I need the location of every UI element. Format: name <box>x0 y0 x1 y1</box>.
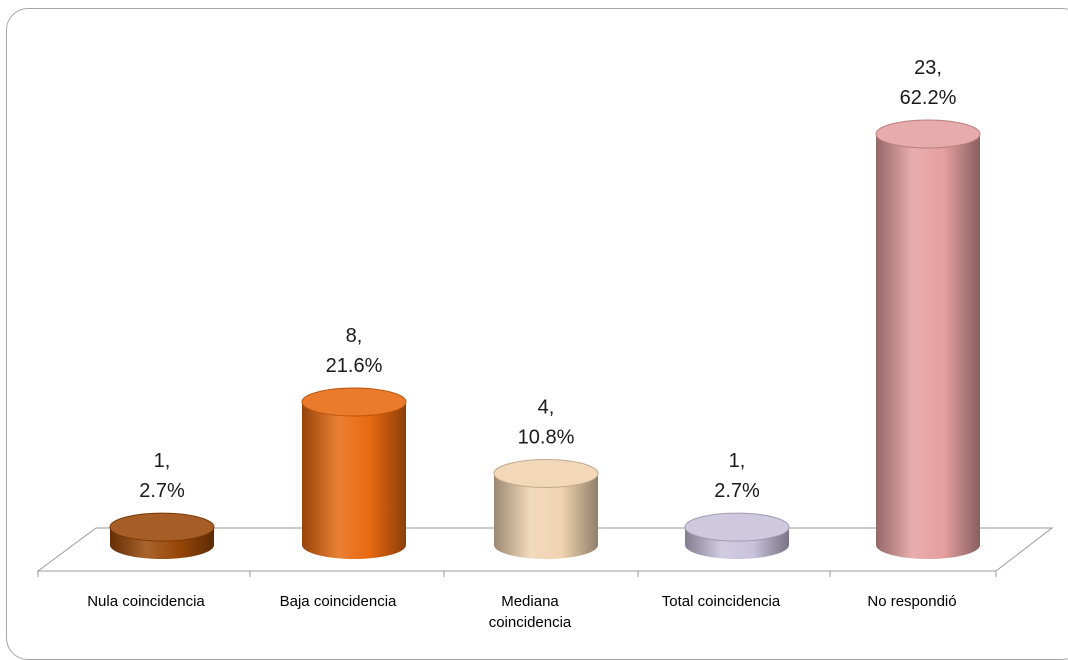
data-label-percent: 2.7% <box>714 480 760 502</box>
bar-top-cap <box>109 512 215 542</box>
bar-top-cap <box>301 387 407 417</box>
data-label-percent: 62.2% <box>900 87 957 109</box>
category-label: Nula coincidencia <box>87 593 205 610</box>
category-label: coincidencia <box>489 614 572 631</box>
data-label-percent: 21.6% <box>326 355 383 377</box>
bar-body <box>876 133 980 560</box>
bar-body <box>302 402 406 559</box>
bar-chart: 1, 2.7% 8, 21.6% 4, 10.8% 1, 2.7% 23, 62.2% Nula … <box>36 57 1054 631</box>
bar-5 <box>875 119 981 560</box>
category-labels-group: Nula coincidencia Baja coincidencia Median… <box>87 593 956 631</box>
data-label-value: 8, <box>346 325 363 347</box>
floor-plane <box>36 527 1054 572</box>
data-label-value: 1, <box>729 450 746 472</box>
category-label: No respondió <box>867 593 956 610</box>
data-label-value: 23, <box>914 57 942 79</box>
data-label-value: 1, <box>154 450 171 472</box>
data-label-value: 4, <box>538 397 555 419</box>
data-label-percent: 10.8% <box>518 427 575 449</box>
bar-body <box>494 473 598 559</box>
chart-floor <box>36 527 1054 577</box>
bar-top-cap <box>493 459 599 489</box>
bar-top-cap <box>684 512 790 542</box>
category-label: Total coincidencia <box>662 593 781 610</box>
category-label: Mediana <box>501 593 559 610</box>
data-labels-group: 1, 2.7% 8, 21.6% 4, 10.8% 1, 2.7% 23, 62.2% <box>139 57 956 502</box>
bar-1 <box>109 512 215 559</box>
bar-4 <box>684 512 790 559</box>
bars-group <box>109 119 981 560</box>
bar-3 <box>493 459 599 559</box>
bar-2 <box>301 387 407 559</box>
data-label-percent: 2.7% <box>139 480 185 502</box>
category-label: Baja coincidencia <box>280 593 397 610</box>
bar-top-cap <box>875 119 981 149</box>
